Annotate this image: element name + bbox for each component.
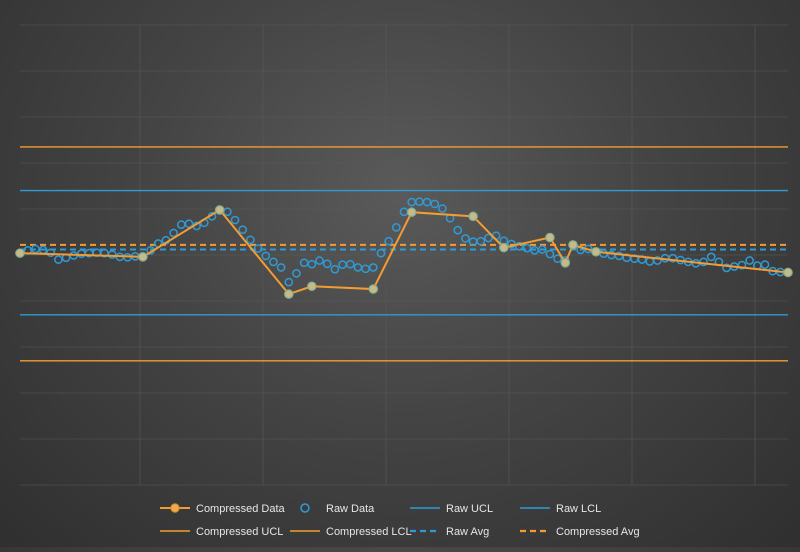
compressed-data-point bbox=[307, 281, 317, 292]
compressed-data-point bbox=[591, 246, 601, 257]
raw-data-point bbox=[292, 269, 301, 278]
raw-data-point bbox=[322, 259, 332, 269]
raw-data-point bbox=[737, 260, 747, 270]
raw-data-point bbox=[745, 256, 754, 265]
raw-data-point bbox=[706, 252, 716, 262]
raw-data-point bbox=[453, 225, 463, 235]
raw-data-point bbox=[338, 260, 347, 270]
raw-data-point bbox=[353, 263, 363, 272]
raw-data-point bbox=[760, 260, 770, 270]
raw-data-point bbox=[276, 263, 286, 272]
raw-data-point bbox=[315, 256, 324, 265]
legend: Compressed Data Raw Data Raw UCL Raw LCL Com… bbox=[160, 503, 640, 538]
legend-label: Raw UCL bbox=[446, 503, 493, 515]
limit-lines-layer bbox=[20, 146, 788, 362]
compressed-data-point bbox=[368, 284, 379, 294]
legend-item-raw-ucl: Raw UCL bbox=[410, 503, 493, 515]
raw-data-point bbox=[169, 228, 178, 238]
raw-data-point bbox=[668, 253, 678, 263]
legend-item-compressed-data: Compressed Data bbox=[160, 503, 286, 515]
compressed-data-point bbox=[468, 211, 478, 222]
raw-data-point bbox=[422, 197, 432, 207]
compressed-data-point bbox=[560, 258, 571, 268]
raw-data-point bbox=[514, 241, 524, 251]
raw-data-point bbox=[484, 233, 493, 243]
raw-data-point bbox=[614, 251, 624, 261]
legend-item-raw-lcl: Raw LCL bbox=[520, 503, 601, 515]
grid-layer bbox=[20, 24, 788, 486]
compressed-data-point bbox=[138, 252, 148, 262]
raw-data-point bbox=[476, 236, 486, 246]
raw-data-point bbox=[430, 199, 440, 209]
raw-data-point bbox=[438, 204, 447, 213]
legend-label: Compressed LCL bbox=[326, 526, 412, 538]
raw-data-point bbox=[330, 264, 340, 274]
raw-data-point bbox=[384, 236, 393, 246]
raw-data-point bbox=[269, 257, 278, 267]
legend-label: Raw Avg bbox=[446, 526, 489, 538]
legend-item-raw-avg: Raw Avg bbox=[410, 526, 489, 538]
legend-item-compressed-ucl: Compressed UCL bbox=[160, 526, 283, 538]
raw-data-point bbox=[54, 255, 63, 264]
raw-data-point bbox=[299, 258, 309, 268]
raw-data-point bbox=[345, 259, 355, 269]
raw-data-point bbox=[391, 223, 401, 232]
raw-data-point bbox=[246, 235, 255, 245]
legend-label: Compressed UCL bbox=[196, 526, 283, 538]
raw-data-point bbox=[407, 197, 417, 207]
raw-data-point bbox=[537, 245, 547, 254]
raw-data-point bbox=[261, 251, 271, 261]
raw-data-point bbox=[545, 249, 555, 259]
raw-data-point bbox=[238, 225, 248, 235]
legend-label: Raw LCL bbox=[556, 503, 601, 515]
raw-data-point bbox=[376, 248, 386, 258]
raw-data-point bbox=[368, 263, 378, 272]
data-layer bbox=[15, 197, 793, 299]
raw-data-point bbox=[77, 249, 86, 258]
compressed-data-point bbox=[15, 248, 25, 258]
raw-data-point bbox=[284, 277, 294, 287]
raw-data-point bbox=[307, 259, 317, 269]
raw-data-point bbox=[184, 219, 194, 229]
raw-data-point bbox=[645, 257, 655, 266]
legend-swatch-marker bbox=[170, 503, 180, 513]
raw-data-point bbox=[107, 250, 117, 259]
raw-data-point bbox=[230, 215, 240, 225]
raw-data-point bbox=[653, 256, 662, 265]
raw-data-point bbox=[415, 197, 424, 206]
compressed-data-point bbox=[499, 242, 509, 253]
legend-item-compressed-avg: Compressed Avg bbox=[520, 526, 640, 538]
raw-data-point bbox=[507, 239, 516, 249]
legend-label: Compressed Data bbox=[196, 503, 286, 515]
raw-data-point bbox=[46, 248, 56, 258]
raw-data-point bbox=[699, 257, 708, 267]
compressed-data-line bbox=[19, 208, 789, 296]
raw-data-point bbox=[253, 244, 263, 253]
raw-data-point bbox=[522, 243, 532, 253]
legend-item-compressed-lcl: Compressed LCL bbox=[290, 526, 412, 538]
raw-data-point bbox=[553, 254, 562, 264]
compressed-data-point bbox=[568, 240, 578, 250]
compressed-data-point bbox=[406, 207, 417, 218]
legend-label: Compressed Avg bbox=[556, 526, 640, 538]
compressed-data-point bbox=[545, 232, 555, 243]
raw-data-point bbox=[361, 264, 370, 274]
legend-swatch-marker bbox=[300, 503, 310, 513]
raw-data-point bbox=[176, 220, 186, 229]
raw-data-point bbox=[461, 234, 470, 243]
compressed-data-point bbox=[283, 289, 294, 299]
legend-label: Raw Data bbox=[326, 503, 375, 515]
compressed-data-point bbox=[214, 205, 225, 215]
compressed-data-point bbox=[783, 267, 793, 278]
legend-item-raw-data: Raw Data bbox=[300, 503, 375, 515]
